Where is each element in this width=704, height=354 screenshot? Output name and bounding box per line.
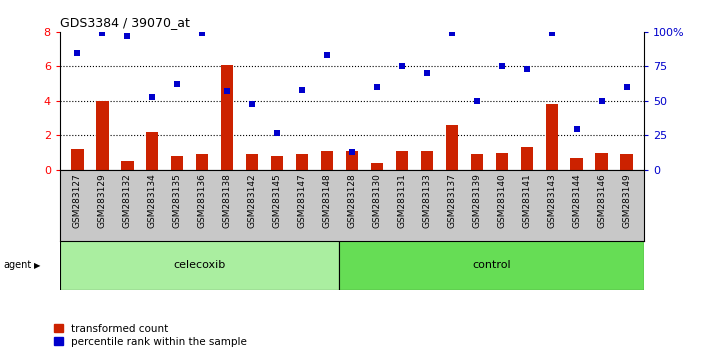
Bar bbox=[520, 148, 533, 170]
Legend: transformed count, percentile rank within the sample: transformed count, percentile rank withi… bbox=[54, 324, 247, 347]
Point bbox=[571, 126, 582, 131]
Text: agent: agent bbox=[4, 261, 32, 270]
Text: GSM283132: GSM283132 bbox=[122, 173, 132, 228]
Text: control: control bbox=[472, 261, 511, 270]
Text: GSM283135: GSM283135 bbox=[172, 173, 182, 228]
Text: GSM283134: GSM283134 bbox=[148, 173, 157, 228]
Bar bbox=[470, 154, 483, 170]
Bar bbox=[71, 149, 84, 170]
Text: GSM283144: GSM283144 bbox=[572, 173, 582, 228]
Point bbox=[396, 64, 408, 69]
Text: GDS3384 / 39070_at: GDS3384 / 39070_at bbox=[60, 16, 189, 29]
Bar bbox=[296, 154, 308, 170]
Bar bbox=[146, 132, 158, 170]
Text: celecoxib: celecoxib bbox=[173, 261, 226, 270]
Point bbox=[296, 87, 308, 93]
Text: GSM283127: GSM283127 bbox=[73, 173, 82, 228]
Point bbox=[496, 64, 508, 69]
Point bbox=[371, 84, 382, 90]
Point bbox=[596, 98, 608, 104]
Text: GSM283143: GSM283143 bbox=[547, 173, 556, 228]
Point bbox=[246, 101, 258, 107]
Bar bbox=[346, 151, 358, 170]
Bar bbox=[339, 241, 644, 290]
Bar bbox=[121, 161, 134, 170]
Text: GSM283128: GSM283128 bbox=[348, 173, 356, 228]
Bar bbox=[171, 156, 184, 170]
Text: GSM283140: GSM283140 bbox=[497, 173, 506, 228]
Bar bbox=[321, 151, 333, 170]
Text: GSM283137: GSM283137 bbox=[447, 173, 456, 228]
Text: GSM283149: GSM283149 bbox=[622, 173, 631, 228]
Text: GSM283139: GSM283139 bbox=[472, 173, 482, 228]
Bar bbox=[396, 151, 408, 170]
Point bbox=[546, 30, 558, 36]
Bar bbox=[196, 154, 208, 170]
Bar bbox=[221, 65, 234, 170]
Point bbox=[322, 52, 333, 58]
Bar bbox=[271, 156, 283, 170]
Bar bbox=[596, 153, 608, 170]
Bar bbox=[546, 104, 558, 170]
Text: GSM283133: GSM283133 bbox=[422, 173, 432, 228]
Point bbox=[521, 66, 532, 72]
Point bbox=[196, 30, 208, 36]
Point bbox=[421, 70, 432, 76]
Point bbox=[222, 88, 233, 94]
Bar bbox=[96, 101, 108, 170]
Bar bbox=[496, 153, 508, 170]
Text: GSM283138: GSM283138 bbox=[222, 173, 232, 228]
Text: GSM283146: GSM283146 bbox=[597, 173, 606, 228]
Bar bbox=[421, 151, 433, 170]
Point bbox=[122, 33, 133, 39]
Text: GSM283148: GSM283148 bbox=[322, 173, 332, 228]
Text: GSM283129: GSM283129 bbox=[98, 173, 107, 228]
Point bbox=[621, 84, 632, 90]
Text: GSM283147: GSM283147 bbox=[298, 173, 306, 228]
Bar bbox=[246, 154, 258, 170]
Point bbox=[346, 149, 358, 155]
Point bbox=[96, 30, 108, 36]
Bar bbox=[446, 125, 458, 170]
Text: GSM283141: GSM283141 bbox=[522, 173, 532, 228]
Bar bbox=[570, 158, 583, 170]
Point bbox=[272, 130, 283, 136]
Text: GSM283142: GSM283142 bbox=[248, 173, 257, 228]
Bar bbox=[620, 154, 633, 170]
Point bbox=[72, 50, 83, 56]
Point bbox=[446, 30, 458, 36]
Text: GSM283131: GSM283131 bbox=[398, 173, 406, 228]
Point bbox=[146, 94, 158, 99]
Point bbox=[471, 98, 482, 104]
Text: GSM283130: GSM283130 bbox=[372, 173, 382, 228]
Text: GSM283145: GSM283145 bbox=[272, 173, 282, 228]
Point bbox=[172, 81, 183, 87]
Bar bbox=[371, 163, 383, 170]
Bar bbox=[60, 241, 339, 290]
Text: ▶: ▶ bbox=[34, 261, 40, 270]
Text: GSM283136: GSM283136 bbox=[198, 173, 207, 228]
